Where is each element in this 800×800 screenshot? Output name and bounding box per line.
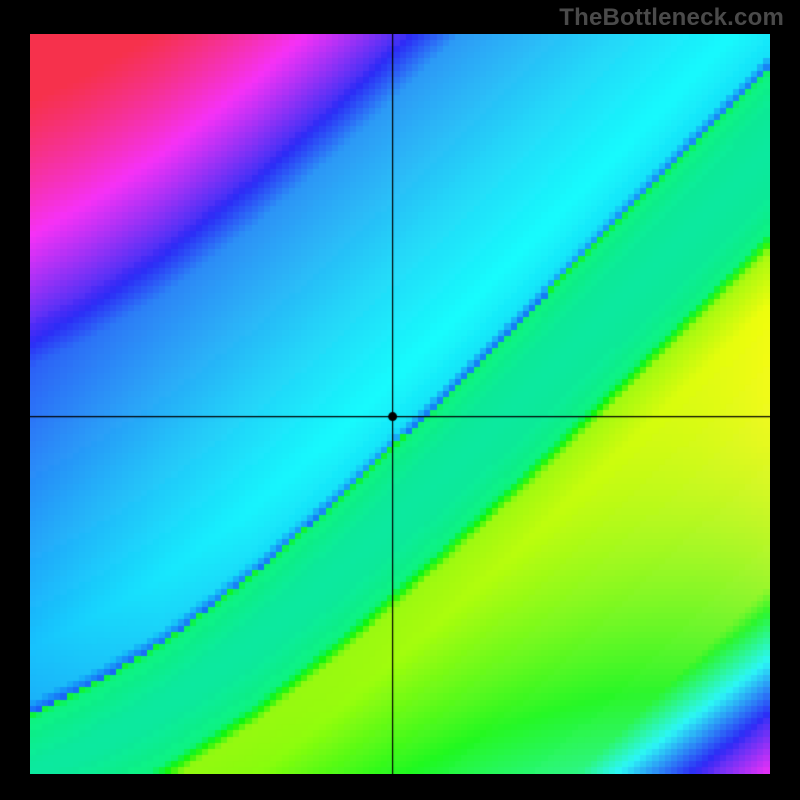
bottleneck-heatmap xyxy=(30,34,770,774)
watermark-text: TheBottleneck.com xyxy=(559,4,784,32)
chart-container: TheBottleneck.com xyxy=(0,0,800,800)
